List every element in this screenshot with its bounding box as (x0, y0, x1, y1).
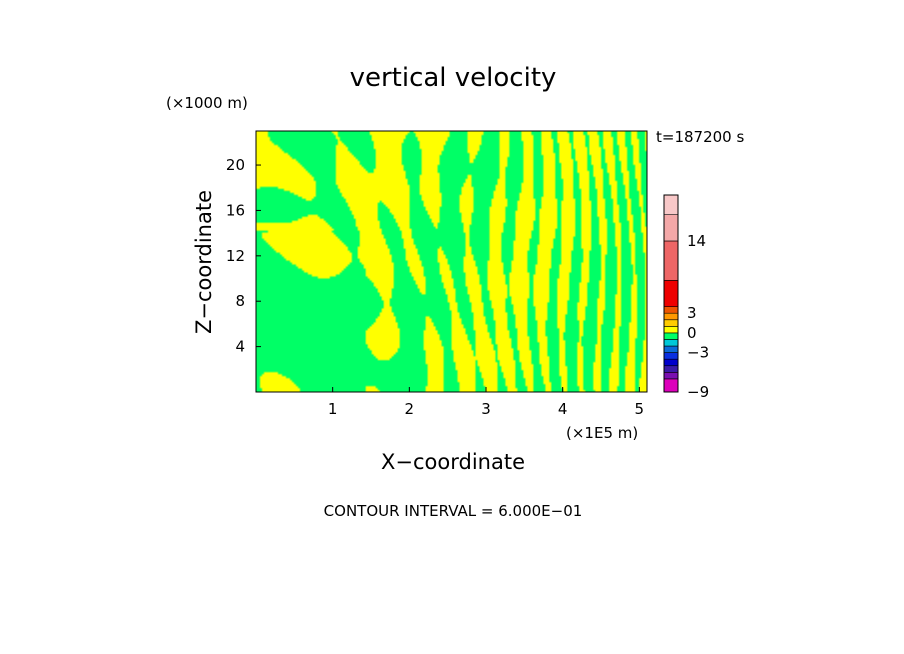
colorbar-segment (663, 332, 679, 340)
y-scale-label: (×1000 m) (166, 94, 248, 112)
y-tick-label: 16 (226, 201, 245, 219)
x-tick-label: 4 (558, 400, 568, 418)
chart-title: vertical velocity (350, 63, 557, 93)
x-tick-label: 3 (481, 400, 491, 418)
y-axis-label: Z−coordinate (192, 190, 216, 334)
colorbar-segment (663, 319, 679, 327)
colorbar-tick-label: −3 (687, 344, 709, 362)
colorbar-segment (663, 280, 679, 307)
colorbar: 14 3 0 −3 −9 (663, 194, 709, 401)
colorbar-frame (663, 194, 679, 393)
x-scale-label: (×1E5 m) (566, 424, 638, 442)
contour-interval-label: CONTOUR INTERVAL = 6.000E−01 (324, 502, 583, 520)
colorbar-segment (663, 345, 679, 353)
x-tick-label: 2 (405, 400, 415, 418)
x-axis: 1 2 3 4 5 (328, 387, 644, 418)
colorbar-segment (663, 306, 679, 314)
colorbar-segment (663, 371, 679, 380)
colorbar-segment (663, 339, 679, 347)
y-tick-label: 20 (226, 156, 245, 174)
colorbar-tick-label: 3 (687, 304, 697, 322)
colorbar-tick-label: −9 (687, 383, 709, 401)
y-tick-label: 4 (235, 338, 245, 356)
colorbar-segment (663, 326, 679, 334)
velocity-field (256, 131, 647, 392)
y-tick-label: 8 (235, 292, 245, 310)
field-raster (256, 131, 647, 392)
colorbar-tick-label: 0 (687, 324, 697, 342)
colorbar-segment (663, 194, 679, 216)
colorbar-segment (663, 214, 679, 242)
time-label: t=187200 s (656, 128, 744, 146)
colorbar-segment (663, 358, 679, 367)
colorbar-segment (663, 240, 679, 281)
x-tick-label: 1 (328, 400, 338, 418)
colorbar-segment (663, 312, 679, 321)
y-axis: 4 8 12 16 20 (226, 156, 261, 356)
colorbar-tick-label: 14 (687, 232, 706, 250)
colorbar-segment (663, 378, 679, 393)
x-axis-label: X−coordinate (381, 450, 525, 474)
y-tick-label: 12 (226, 247, 245, 265)
colorbar-segment (663, 352, 679, 360)
x-tick-label: 5 (635, 400, 645, 418)
colorbar-segment (663, 365, 679, 373)
plot-frame (255, 130, 648, 393)
